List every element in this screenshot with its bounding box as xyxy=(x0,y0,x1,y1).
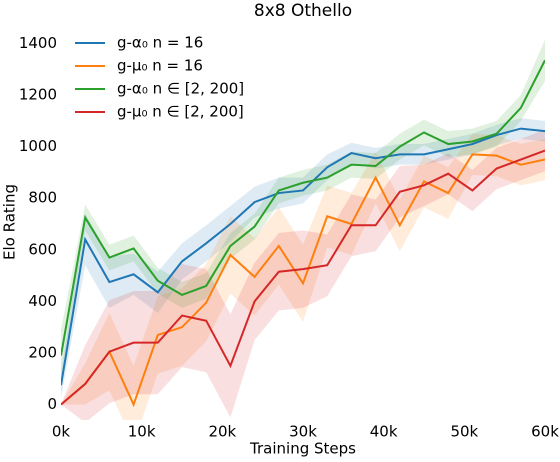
legend-label: g-μ₀ n ∈ [2, 200] xyxy=(117,103,244,121)
confidence-band xyxy=(61,133,545,420)
x-axis-label: Training Steps xyxy=(249,440,356,458)
y-tick-label: 200 xyxy=(28,343,57,361)
x-tick-label: 20k xyxy=(208,423,236,441)
y-tick-label: 1400 xyxy=(19,34,57,52)
x-tick-label: 30k xyxy=(289,423,317,441)
series-line xyxy=(61,149,545,406)
y-tick-label: 1200 xyxy=(19,86,57,104)
series-line xyxy=(61,153,545,408)
x-tick-label: 50k xyxy=(450,423,478,441)
legend-label: g-α₀ n ∈ [2, 200] xyxy=(117,80,244,98)
series-line xyxy=(61,127,545,386)
chart-title: 8x8 Othello xyxy=(254,1,352,21)
y-axis-label: Elo Rating xyxy=(1,184,19,260)
series-line xyxy=(61,59,545,356)
y-tick-label: 1000 xyxy=(19,137,57,155)
y-tick-label: 0 xyxy=(47,395,57,413)
y-tick-label: 600 xyxy=(28,240,57,258)
y-tick-label: 400 xyxy=(28,292,57,310)
bands xyxy=(61,39,545,420)
x-tick-label: 40k xyxy=(370,423,398,441)
x-tick-label: 60k xyxy=(531,423,559,441)
lines xyxy=(61,59,545,408)
legend-label: g-α₀ n = 16 xyxy=(117,34,203,52)
legend-label: g-μ₀ n = 16 xyxy=(117,57,203,75)
x-tick-label: 0k xyxy=(52,423,71,441)
confidence-band xyxy=(61,129,545,420)
y-tick-label: 800 xyxy=(28,189,57,207)
x-tick-label: 10k xyxy=(128,423,156,441)
